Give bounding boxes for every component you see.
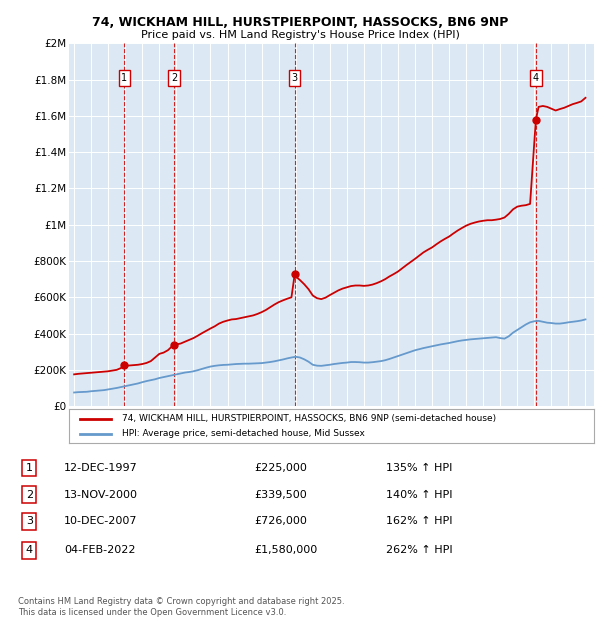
Text: 74, WICKHAM HILL, HURSTPIERPOINT, HASSOCKS, BN6 9NP (semi-detached house): 74, WICKHAM HILL, HURSTPIERPOINT, HASSOC… <box>121 414 496 423</box>
Text: Contains HM Land Registry data © Crown copyright and database right 2025.
This d: Contains HM Land Registry data © Crown c… <box>18 598 344 617</box>
Text: £225,000: £225,000 <box>254 463 307 473</box>
Text: 10-DEC-2007: 10-DEC-2007 <box>64 516 137 526</box>
Text: 04-FEB-2022: 04-FEB-2022 <box>64 546 136 556</box>
Text: 3: 3 <box>292 73 298 83</box>
Text: 1: 1 <box>121 73 127 83</box>
Text: 262% ↑ HPI: 262% ↑ HPI <box>386 546 453 556</box>
Text: 135% ↑ HPI: 135% ↑ HPI <box>386 463 453 473</box>
Text: 2: 2 <box>171 73 177 83</box>
Text: 140% ↑ HPI: 140% ↑ HPI <box>386 490 453 500</box>
Text: Price paid vs. HM Land Registry's House Price Index (HPI): Price paid vs. HM Land Registry's House … <box>140 30 460 40</box>
Text: 4: 4 <box>533 73 539 83</box>
Text: 3: 3 <box>26 516 33 526</box>
Text: 1: 1 <box>26 463 33 473</box>
Text: £339,500: £339,500 <box>254 490 307 500</box>
Text: £1,580,000: £1,580,000 <box>254 546 317 556</box>
Text: HPI: Average price, semi-detached house, Mid Sussex: HPI: Average price, semi-detached house,… <box>121 429 364 438</box>
Text: 162% ↑ HPI: 162% ↑ HPI <box>386 516 453 526</box>
Text: 12-DEC-1997: 12-DEC-1997 <box>64 463 137 473</box>
Text: 4: 4 <box>26 546 33 556</box>
Text: 13-NOV-2000: 13-NOV-2000 <box>64 490 138 500</box>
Text: £726,000: £726,000 <box>254 516 307 526</box>
Text: 74, WICKHAM HILL, HURSTPIERPOINT, HASSOCKS, BN6 9NP: 74, WICKHAM HILL, HURSTPIERPOINT, HASSOC… <box>92 16 508 29</box>
Text: 2: 2 <box>26 490 33 500</box>
